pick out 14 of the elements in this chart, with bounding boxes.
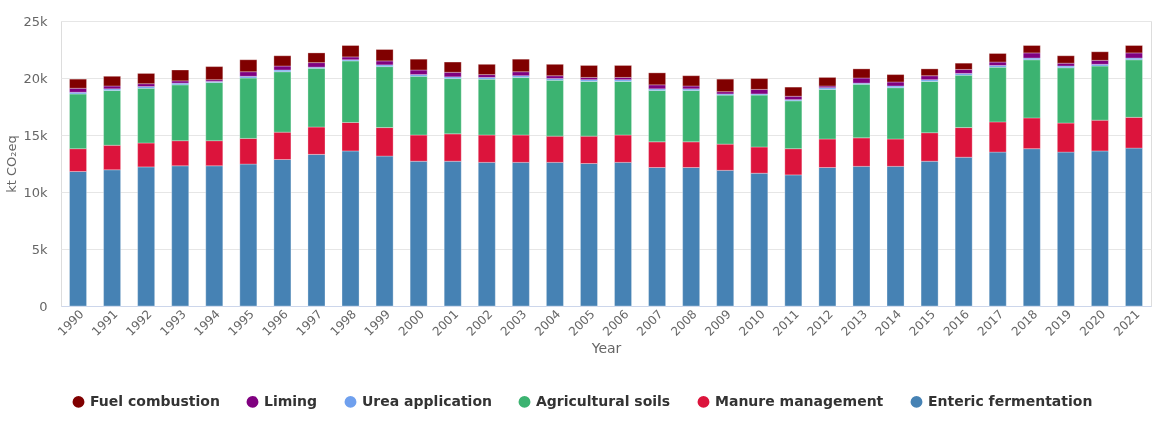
legend-label: Fuel combustion <box>90 392 220 409</box>
legend-label: Agricultural soils <box>536 392 671 409</box>
y-tick-label: 0 <box>39 298 48 314</box>
y-tick-label: 5k <box>31 241 48 257</box>
legend-label: Liming <box>264 392 318 409</box>
legend-label: Enteric fermentation <box>928 392 1093 409</box>
y-tick-label: 25k <box>23 13 48 29</box>
y-tick-label: 15k <box>23 127 48 143</box>
y-tick-label: 10k <box>23 184 48 200</box>
legend-label: Urea application <box>362 392 492 409</box>
y-tick-label: 20k <box>23 70 48 86</box>
legend-label: Manure management <box>715 392 884 409</box>
x-axis-title: Year <box>590 339 622 356</box>
y-axis-title: kt CO₂eq <box>4 135 20 193</box>
